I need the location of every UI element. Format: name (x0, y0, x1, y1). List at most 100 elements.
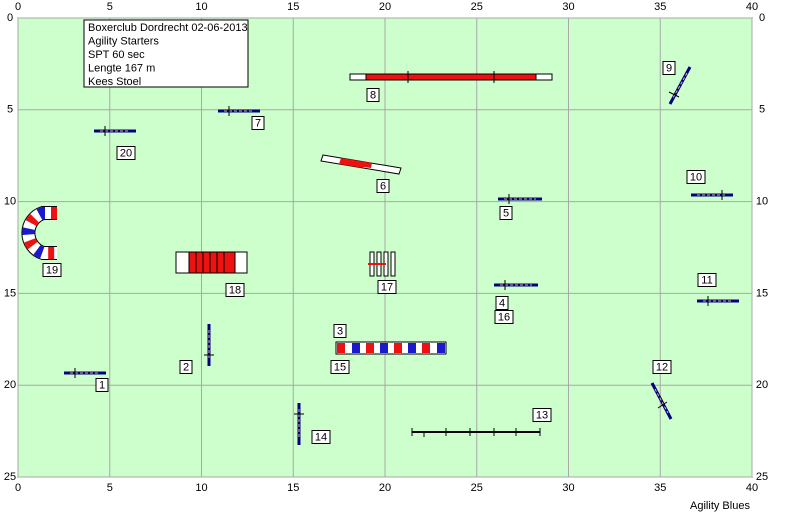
number-box (333, 324, 347, 338)
x-tick-label: 5 (107, 482, 113, 494)
x-tick-label: 30 (562, 482, 574, 494)
x-tick-label: 20 (379, 1, 391, 13)
number-box (42, 263, 62, 277)
obstacle-number: 19 (42, 263, 62, 277)
number-label: 1 (99, 379, 105, 391)
obstacle-number: 3 (333, 324, 347, 338)
number-box (377, 280, 397, 294)
number-label: 20 (120, 147, 132, 159)
number-box (95, 378, 109, 392)
obstacle-number: 5 (499, 206, 513, 220)
number-box (376, 179, 390, 193)
number-box (251, 116, 265, 130)
number-label: 13 (536, 409, 548, 421)
number-box (662, 61, 676, 75)
obstacle-number: 18 (225, 283, 245, 297)
number-box (652, 360, 672, 374)
number-label: 9 (666, 62, 672, 74)
x-tick-label: 25 (471, 482, 483, 494)
x-tick-label: 0 (15, 482, 21, 494)
obstacle-number: 2 (179, 360, 193, 374)
number-label: 5 (503, 207, 509, 219)
obstacle-number: 9 (662, 61, 676, 75)
info-line: SPT 60 sec (88, 49, 145, 61)
info-line: Agility Starters (88, 35, 159, 47)
y-tick-label: 10 (756, 196, 768, 208)
number-box (532, 408, 552, 422)
number-box (311, 430, 331, 444)
y-tick-label: 5 (7, 104, 13, 116)
obstacle-number: 8 (366, 88, 380, 102)
y-tick-label: 20 (756, 379, 768, 391)
x-tick-label: 25 (471, 1, 483, 13)
number-label: 16 (498, 311, 510, 323)
number-box (499, 206, 513, 220)
obstacle-number: 11 (697, 273, 717, 287)
obstacle-number: 1 (95, 378, 109, 392)
info-line: Boxerclub Dordrecht 02-06-2013 (88, 22, 248, 34)
obstacle-number: 7 (251, 116, 265, 130)
info-box (83, 19, 249, 88)
number-label: 3 (337, 325, 343, 337)
obstacle-number: 12 (652, 360, 672, 374)
obstacle-number: 6 (376, 179, 390, 193)
number-box (697, 273, 717, 287)
x-tick-label: 10 (195, 482, 207, 494)
number-box (116, 146, 136, 160)
y-tick-label: 15 (756, 287, 768, 299)
number-box (686, 170, 706, 184)
obstacle-number: 4 (495, 296, 509, 310)
number-label: 4 (499, 297, 505, 309)
number-box (494, 310, 514, 324)
x-tick-label: 30 (562, 1, 574, 13)
y-tick-label: 0 (759, 12, 765, 24)
y-tick-label: 25 (756, 471, 768, 483)
obstacles (21, 66, 739, 445)
number-box (330, 360, 350, 374)
y-tick-label: 5 (759, 104, 765, 116)
dog-walk-mid (365, 73, 537, 81)
footer: Agility Blues (690, 500, 750, 512)
x-tick-label: 40 (746, 482, 758, 494)
number-label: 18 (229, 284, 241, 296)
info-line: Lengte 167 m (88, 62, 155, 74)
obstacle-number: 10 (686, 170, 706, 184)
obstacle-number: 13 (532, 408, 552, 422)
number-box (225, 283, 245, 297)
x-tick-label: 0 (15, 1, 21, 13)
number-box (366, 88, 380, 102)
y-tick-label: 10 (4, 196, 16, 208)
number-box (495, 296, 509, 310)
obstacle-number: 20 (116, 146, 136, 160)
x-tick-label: 5 (107, 1, 113, 13)
number-label: 8 (370, 89, 376, 101)
x-tick-label: 15 (287, 1, 299, 13)
number-label: 19 (46, 264, 58, 276)
y-tick-label: 20 (4, 379, 16, 391)
obstacle-number: 15 (330, 360, 350, 374)
x-tick-label: 40 (746, 1, 758, 13)
number-label: 17 (381, 281, 393, 293)
number-box (179, 360, 193, 374)
number-label: 11 (701, 274, 712, 286)
number-label: 14 (315, 431, 327, 443)
y-tick-label: 25 (4, 471, 16, 483)
obstacle-number: 17 (377, 280, 397, 294)
x-tick-label: 35 (654, 482, 666, 494)
x-tick-label: 15 (287, 482, 299, 494)
obstacle-number: 14 (311, 430, 331, 444)
y-tick-label: 0 (7, 12, 13, 24)
tunnel (335, 341, 447, 355)
y-tick-label: 15 (4, 287, 16, 299)
x-tick-label: 35 (654, 1, 666, 13)
number-label: 15 (334, 361, 346, 373)
number-label: 10 (690, 171, 702, 183)
number-label: 6 (380, 180, 386, 192)
number-label: 12 (656, 361, 668, 373)
x-tick-label: 10 (195, 1, 207, 13)
info-line: Kees Stoel (88, 76, 141, 88)
number-label: 2 (183, 361, 189, 373)
obstacle-number: 16 (494, 310, 514, 324)
number-label: 7 (255, 117, 261, 129)
